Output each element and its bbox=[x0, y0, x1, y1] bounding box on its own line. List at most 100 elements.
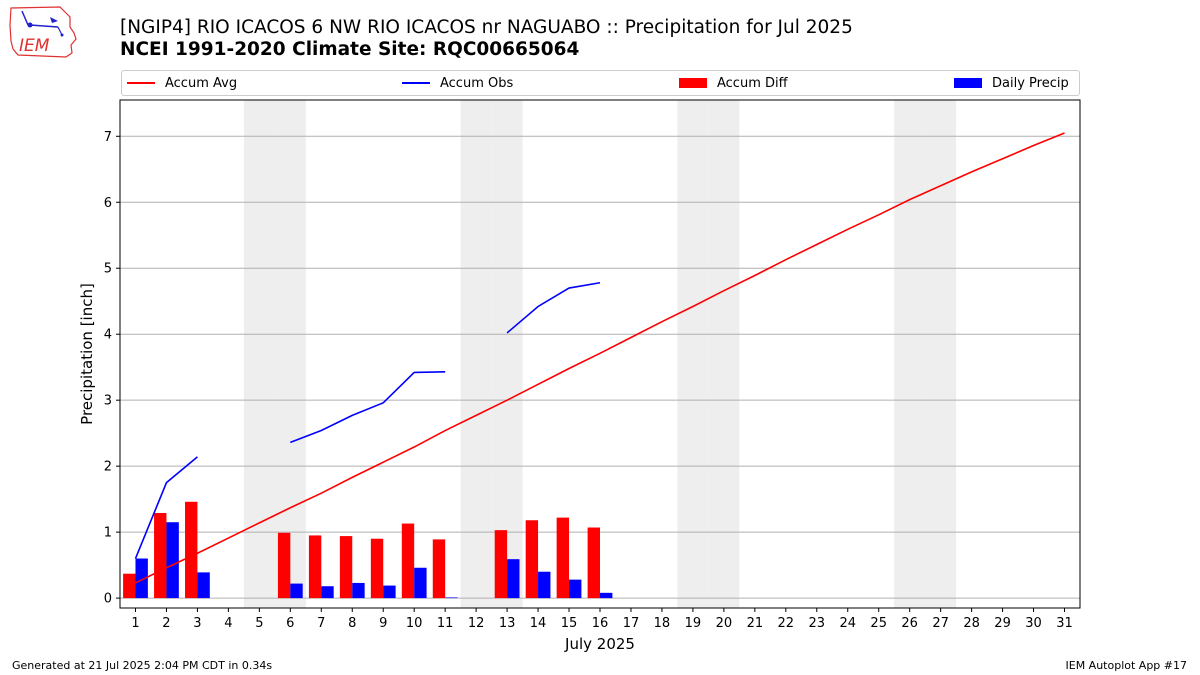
accum-diff-bar-16 bbox=[587, 527, 600, 599]
legend-item-accum-obs: Accum Obs bbox=[402, 71, 513, 95]
accum-diff-bar-1 bbox=[123, 573, 136, 599]
legend-swatch-daily-precip bbox=[954, 78, 982, 88]
daily-precip-bar-16 bbox=[600, 592, 613, 599]
legend-swatch-accum-avg bbox=[127, 82, 155, 84]
legend-item-accum-diff: Accum Diff bbox=[679, 71, 788, 95]
daily-precip-bar-7 bbox=[321, 586, 334, 599]
x-tick-label-1: 1 bbox=[131, 616, 139, 631]
weekend-band-19 bbox=[677, 100, 709, 608]
x-tick-label-26: 26 bbox=[901, 616, 918, 631]
x-tick-label-24: 24 bbox=[839, 616, 856, 631]
x-tick-label-9: 9 bbox=[379, 616, 387, 631]
legend-label-accum-obs: Accum Obs bbox=[440, 75, 514, 91]
x-tick-label-16: 16 bbox=[592, 616, 609, 631]
y-tick-label-7: 7 bbox=[104, 130, 112, 145]
daily-precip-bar-13 bbox=[507, 559, 520, 599]
y-tick-label-6: 6 bbox=[104, 196, 112, 211]
x-tick-label-17: 17 bbox=[623, 616, 640, 631]
plot-frame bbox=[119, 99, 1081, 609]
accum-diff-bar-15 bbox=[556, 517, 570, 599]
x-tick-label-25: 25 bbox=[870, 616, 887, 631]
y-tick-label-4: 4 bbox=[104, 328, 112, 343]
y-tick-label-5: 5 bbox=[104, 262, 112, 277]
x-tick-label-14: 14 bbox=[530, 616, 547, 631]
daily-precip-bar-10 bbox=[414, 567, 427, 599]
accum-diff-bar-2 bbox=[154, 512, 167, 599]
weekend-band-20 bbox=[708, 100, 740, 608]
accum-obs-line-segment-2 bbox=[290, 371, 446, 444]
x-tick-label-28: 28 bbox=[963, 616, 980, 631]
x-tick-label-15: 15 bbox=[561, 616, 578, 631]
weekend-band-26 bbox=[894, 100, 926, 608]
y-tick-label-1: 1 bbox=[104, 526, 112, 541]
accum-diff-bar-7 bbox=[308, 535, 322, 599]
x-tick-label-2: 2 bbox=[162, 616, 170, 631]
x-tick-label-19: 19 bbox=[685, 616, 702, 631]
accum-diff-bar-6 bbox=[277, 532, 291, 599]
daily-precip-bar-14 bbox=[538, 571, 551, 599]
y-tick-label-0: 0 bbox=[104, 592, 112, 607]
x-tick-label-3: 3 bbox=[193, 616, 201, 631]
y-axis-label: Precipitation [inch] bbox=[78, 283, 96, 425]
legend-label-accum-avg: Accum Avg bbox=[165, 75, 238, 91]
iem-logo: IEM bbox=[9, 6, 77, 58]
accum-obs-line-segment-1 bbox=[134, 456, 198, 559]
generated-timestamp: Generated at 21 Jul 2025 2:04 PM CDT in … bbox=[12, 659, 273, 672]
iem-logo-text: IEM bbox=[19, 36, 50, 56]
y-axis: 0 1 2 3 4 5 6 7 bbox=[104, 130, 120, 607]
x-tick-label-5: 5 bbox=[255, 616, 263, 631]
legend-item-daily-precip: Daily Precip bbox=[954, 71, 1069, 95]
x-tick-label-18: 18 bbox=[654, 616, 671, 631]
accum-diff-bar-11 bbox=[432, 539, 446, 599]
x-tick-label-10: 10 bbox=[406, 616, 423, 631]
chart-legend: Accum Avg Accum Obs Accum Diff Daily Pre… bbox=[121, 70, 1080, 96]
line-marks bbox=[134, 132, 1065, 584]
x-tick-label-8: 8 bbox=[348, 616, 356, 631]
weekend-shading bbox=[243, 100, 957, 608]
daily-precip-bar-8 bbox=[352, 582, 365, 599]
accum-diff-bar-9 bbox=[370, 538, 384, 599]
y-tick-label-2: 2 bbox=[104, 460, 112, 475]
x-tick-label-11: 11 bbox=[437, 616, 454, 631]
bar-marks bbox=[123, 501, 613, 599]
x-tick-label-30: 30 bbox=[1025, 616, 1042, 631]
daily-precip-bar-6 bbox=[290, 583, 303, 599]
chart-title: [NGIP4] RIO ICACOS 6 NW RIO ICACOS nr NA… bbox=[120, 17, 853, 38]
accum-diff-bar-14 bbox=[525, 520, 539, 599]
x-axis-label: July 2025 bbox=[564, 635, 635, 653]
accum-diff-bar-10 bbox=[401, 523, 415, 599]
weekend-band-6 bbox=[274, 100, 306, 608]
x-tick-label-7: 7 bbox=[317, 616, 325, 631]
daily-precip-bar-11 bbox=[445, 597, 458, 599]
legend-swatch-accum-diff bbox=[679, 78, 707, 88]
x-tick-label-21: 21 bbox=[747, 616, 764, 631]
y-tick-label-3: 3 bbox=[104, 394, 112, 409]
x-tick-label-22: 22 bbox=[778, 616, 795, 631]
legend-swatch-accum-obs bbox=[402, 82, 430, 84]
weekend-band-5 bbox=[243, 100, 275, 608]
x-tick-label-6: 6 bbox=[286, 616, 294, 631]
daily-precip-bar-1 bbox=[135, 558, 148, 599]
x-axis: 1 2 3 4 5 6 7 8 9 10 11 12 13 14 15 16 17 18 19 20 21 22 23 24 2… bbox=[131, 608, 1073, 631]
accum-avg-line bbox=[135, 132, 1065, 584]
x-tick-label-29: 29 bbox=[994, 616, 1011, 631]
daily-precip-bar-2 bbox=[166, 522, 179, 599]
grid-lines bbox=[120, 135, 1080, 599]
daily-precip-bar-15 bbox=[569, 579, 582, 599]
accum-diff-bar-13 bbox=[494, 530, 508, 599]
daily-precip-bar-9 bbox=[383, 585, 396, 599]
x-tick-label-12: 12 bbox=[468, 616, 485, 631]
weekend-band-13 bbox=[491, 100, 523, 608]
chart-subtitle: NCEI 1991-2020 Climate Site: RQC00665064 bbox=[120, 39, 580, 60]
accum-diff-bar-8 bbox=[339, 536, 353, 599]
accum-diff-bar-3 bbox=[185, 501, 198, 599]
legend-label-daily-precip: Daily Precip bbox=[992, 75, 1069, 91]
autoplot-app-id: IEM Autoplot App #17 bbox=[1065, 659, 1188, 672]
daily-precip-bar-3 bbox=[197, 572, 210, 599]
x-tick-label-4: 4 bbox=[224, 616, 232, 631]
x-tick-label-23: 23 bbox=[809, 616, 826, 631]
accum-obs-line-segment-3 bbox=[506, 281, 601, 334]
weekend-band-27 bbox=[925, 100, 957, 608]
x-tick-label-31: 31 bbox=[1056, 616, 1073, 631]
